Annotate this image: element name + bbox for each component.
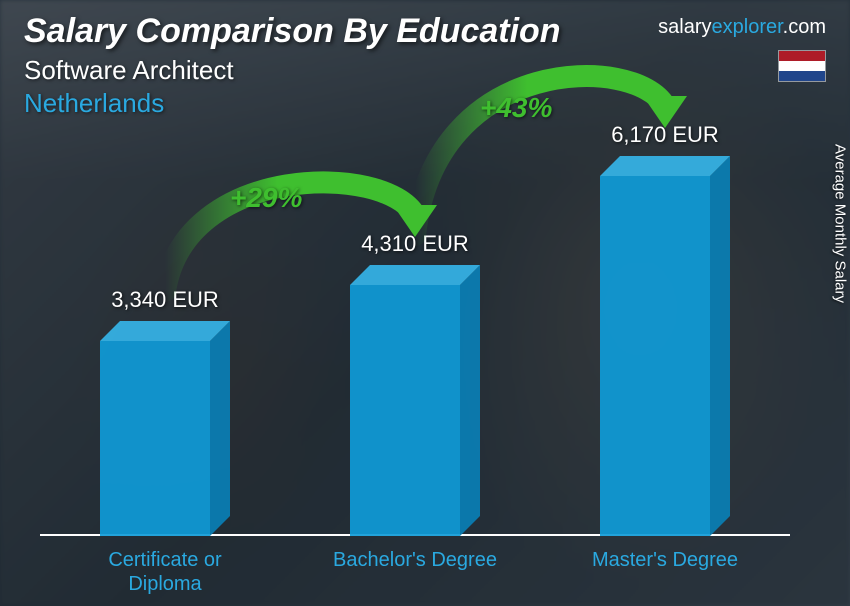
job-title: Software Architect (24, 55, 826, 86)
flag-stripe-bot (779, 71, 825, 81)
brand-suffix: .com (783, 16, 826, 38)
brand-mid: explorer (712, 16, 783, 38)
brand-logo: salaryexplorer.com (658, 16, 826, 39)
flag-stripe-mid (779, 61, 825, 71)
y-axis-label: Average Monthly Salary (832, 144, 849, 303)
country-flag-icon (778, 50, 826, 82)
increase-percent-label: +29% (230, 182, 302, 214)
flag-stripe-top (779, 51, 825, 61)
brand-prefix: salary (658, 16, 711, 38)
country-name: Netherlands (24, 88, 826, 119)
